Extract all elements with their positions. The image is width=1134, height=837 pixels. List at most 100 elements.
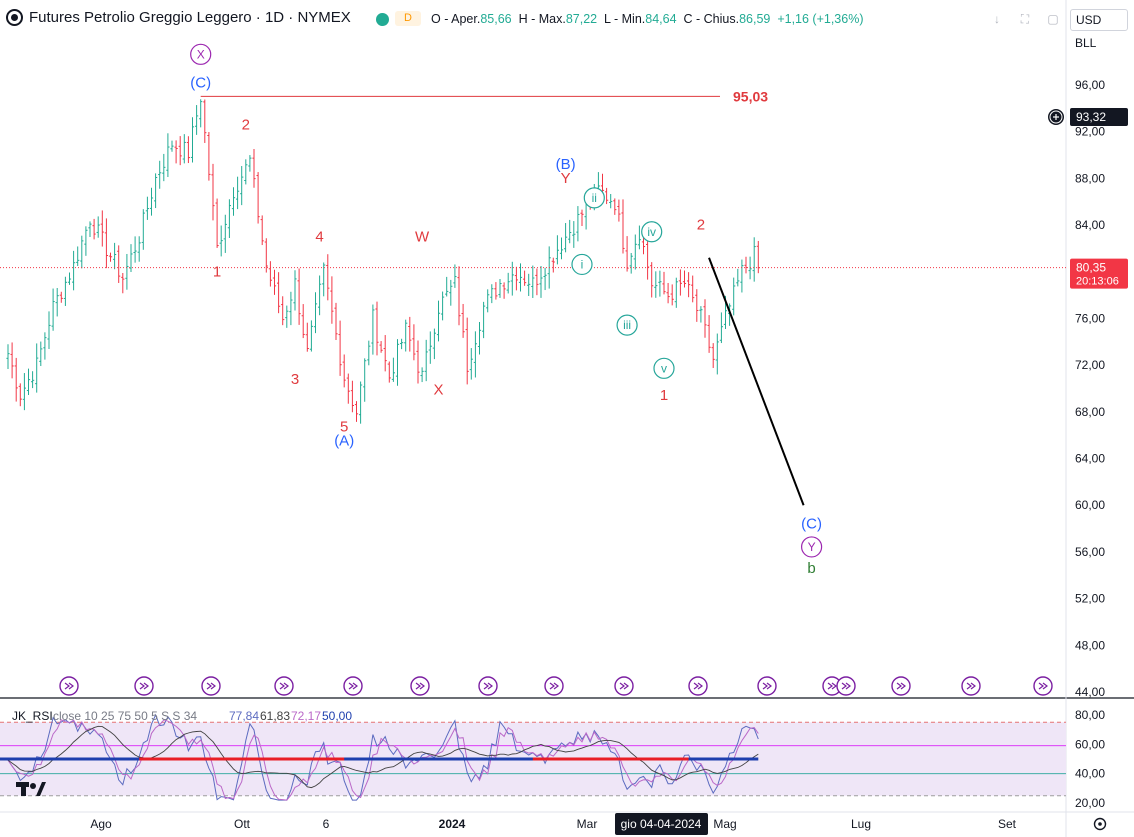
candle [449, 279, 453, 306]
wave-label-circle [583, 187, 605, 209]
candle [379, 341, 383, 353]
ohlc-readout: O - Aper.85,66 H - Max.87,22 L - Min.84,… [431, 12, 863, 26]
candle [84, 226, 88, 256]
wave-label-text: iv [647, 225, 656, 239]
candle [740, 259, 744, 293]
wave-label-text: X [197, 47, 205, 61]
symbol-title[interactable]: Futures Petrolio Greggio Leggero · 1D · … [6, 9, 351, 26]
add-alert-icon[interactable] [1048, 109, 1064, 125]
wave-label-text: (A) [334, 433, 354, 450]
window-icon[interactable]: ▢ [1047, 12, 1059, 26]
price-tick-label: 92,00 [1075, 125, 1105, 139]
event-marker-icon[interactable] [201, 676, 221, 696]
candle [240, 166, 244, 206]
candle [654, 271, 658, 298]
price-tick-label: 44,00 [1075, 685, 1105, 699]
event-marker-arrows [827, 682, 837, 690]
event-marker-icon[interactable] [836, 676, 856, 696]
candle [264, 238, 268, 273]
candle [551, 257, 555, 273]
unit-select[interactable]: BLL [1070, 33, 1128, 55]
price-tick-label: 52,00 [1075, 592, 1105, 606]
price-tick-label: 56,00 [1075, 545, 1105, 559]
countdown-label: 20:13:06 [1076, 276, 1119, 288]
candle [277, 272, 281, 314]
candle [281, 296, 285, 326]
fullscreen-icon[interactable]: ⛶ [1020, 12, 1030, 26]
wave-label-text: Y [561, 170, 571, 187]
candle [506, 272, 510, 294]
settings-gear-icon[interactable] [1093, 817, 1107, 831]
wave-label-text: (C) [801, 516, 822, 533]
wave-label-W: W [415, 228, 430, 245]
wave-label-text: 3 [291, 371, 299, 388]
price-tick-label: 84,00 [1075, 218, 1105, 232]
candle [662, 271, 666, 295]
event-marker-icon[interactable] [134, 676, 154, 696]
candle [6, 344, 10, 370]
candle [158, 160, 162, 189]
open-value: 85,66 [480, 12, 512, 26]
event-marker-icon[interactable] [274, 676, 294, 696]
candle [383, 335, 387, 372]
event-marker-icon[interactable] [961, 676, 981, 696]
event-marker-icon[interactable] [822, 676, 842, 696]
candle [535, 268, 539, 296]
wave-label-C: (C) [801, 516, 822, 533]
candle [477, 321, 482, 355]
candle [732, 277, 736, 316]
candle [297, 268, 301, 325]
candle [486, 289, 490, 313]
wave-label-B: (B) [556, 156, 576, 173]
event-marker-arrows [279, 682, 289, 690]
event-marker-icon[interactable] [891, 676, 911, 696]
candle [18, 383, 22, 407]
candle [80, 235, 84, 269]
logo-dot [30, 783, 36, 789]
event-marker-icon[interactable] [478, 676, 498, 696]
wave-label-X: X [433, 381, 443, 398]
symbol-logo-icon [6, 9, 23, 26]
candle [744, 256, 748, 274]
event-marker-arrows [206, 682, 216, 690]
candle [436, 300, 441, 342]
event-marker-icon[interactable] [343, 676, 363, 696]
candle [531, 265, 535, 298]
event-marker-icon[interactable] [1033, 676, 1053, 696]
event-marker-icon[interactable] [688, 676, 708, 696]
candle [338, 320, 342, 376]
event-marker-icon[interactable] [59, 676, 79, 696]
rsi-value: 77,84 [229, 709, 259, 723]
event-marker-arrows [139, 682, 149, 690]
event-marker-icon[interactable] [614, 676, 634, 696]
candle [162, 153, 166, 182]
close-label: C - Chius. [683, 12, 740, 26]
candle [39, 341, 43, 367]
candle [207, 132, 211, 181]
candle [231, 187, 236, 216]
price-tick-label: 88,00 [1075, 171, 1105, 185]
wave-label-circle [800, 536, 823, 558]
candle [195, 105, 199, 135]
candle [92, 218, 96, 240]
time-tick-label: Lug [851, 817, 871, 831]
candle [736, 268, 740, 287]
wave-label-text: X [433, 381, 443, 398]
candle [412, 324, 416, 361]
wave-label-5: 5 [340, 419, 348, 436]
event-marker-icon[interactable] [410, 676, 430, 696]
candle [215, 198, 219, 248]
arrow-down-icon[interactable]: ↓ [994, 12, 1000, 26]
candle [268, 261, 272, 287]
event-marker-icon[interactable] [757, 676, 777, 696]
close-value: 86,59 [739, 12, 771, 26]
candle [502, 282, 506, 299]
time-axis: Ago Ott 6 2024 Mar Mag Lug Set gio 04-04-2024 [90, 813, 1107, 835]
currency-select[interactable]: USD [1070, 9, 1128, 31]
event-marker-icon[interactable] [544, 676, 564, 696]
candle [285, 305, 289, 328]
low-label: L - Min. [604, 12, 646, 26]
candle [354, 401, 359, 422]
level-label: 95,03 [733, 88, 768, 104]
